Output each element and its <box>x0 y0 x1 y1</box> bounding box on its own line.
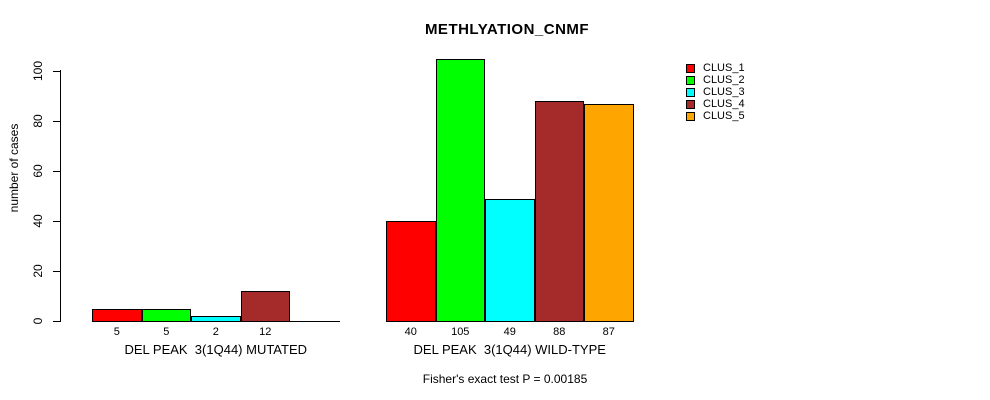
legend-item: CLUS_5 <box>686 110 745 122</box>
bar-clus_4 <box>534 101 584 322</box>
y-axis-tick-label: 0 <box>31 317 45 325</box>
y-axis-tick-label: 40 <box>31 214 45 228</box>
legend-item: CLUS_2 <box>686 74 745 86</box>
legend-label: CLUS_2 <box>703 74 745 86</box>
bar-clus_1 <box>92 308 142 322</box>
legend-swatch-icon <box>686 88 695 97</box>
bar-clus_5 <box>584 103 634 322</box>
y-axis-tick-mark <box>53 120 60 122</box>
bar-clus_3 <box>191 316 241 322</box>
y-axis-tick-label: 20 <box>31 264 45 278</box>
bar-clus_4 <box>240 291 290 322</box>
bar-value-label: 12 <box>259 326 272 338</box>
bar-value-label: 88 <box>553 326 566 338</box>
legend-label: CLUS_3 <box>703 86 745 98</box>
bar-value-label: 49 <box>503 326 516 338</box>
legend-swatch-icon <box>686 64 695 73</box>
y-axis-tick-label: 100 <box>31 60 45 82</box>
group-label: DEL PEAK 3(1Q44) MUTATED <box>124 342 308 357</box>
y-axis-tick-mark <box>53 320 60 322</box>
bar-value-label: 87 <box>602 326 615 338</box>
legend-label: CLUS_4 <box>703 98 745 110</box>
bar-value-label: 5 <box>113 326 120 338</box>
bar-clus_3 <box>485 198 535 322</box>
legend-label: CLUS_5 <box>703 110 745 122</box>
y-axis-tick-label: 80 <box>31 114 45 128</box>
bar-clus_1 <box>386 221 436 322</box>
legend-swatch-icon <box>686 112 695 121</box>
legend-label: CLUS_1 <box>703 62 745 74</box>
fisher-test-annotation: Fisher's exact test P = 0.00185 <box>422 372 588 386</box>
legend-item: CLUS_3 <box>686 86 745 98</box>
legend-item: CLUS_4 <box>686 98 745 110</box>
y-axis-tick-mark <box>53 70 60 72</box>
bar-clus_2 <box>435 58 485 322</box>
bar-clus_2 <box>141 308 191 322</box>
bar-value-label: 5 <box>163 326 170 338</box>
y-axis-tick-mark <box>53 220 60 222</box>
legend-swatch-icon <box>686 100 695 109</box>
legend-item: CLUS_1 <box>686 62 745 74</box>
y-axis-line <box>60 70 61 322</box>
bar-value-label: 105 <box>451 326 470 338</box>
bar-value-label: 2 <box>212 326 219 338</box>
y-axis-label: number of cases <box>7 123 21 213</box>
y-axis-tick-mark <box>53 170 60 172</box>
y-axis-tick-mark <box>53 270 60 272</box>
chart-title: METHLYATION_CNMF <box>424 21 590 38</box>
group-label: DEL PEAK 3(1Q44) WILD-TYPE <box>413 342 606 357</box>
bar-value-label: 40 <box>404 326 417 338</box>
y-axis-tick-label: 60 <box>31 164 45 178</box>
legend-swatch-icon <box>686 76 695 85</box>
legend: CLUS_1 CLUS_2 CLUS_3 CLUS_4 CLUS_5 <box>686 62 745 122</box>
